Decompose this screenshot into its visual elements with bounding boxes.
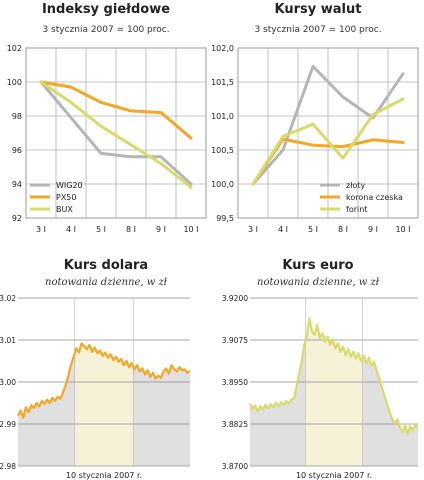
y-tick-label: 102,0 [212, 44, 234, 53]
chart-title: Kurs euro [282, 258, 354, 273]
y-tick-label: 3.8950 [222, 378, 248, 387]
series-line [251, 97, 405, 186]
legend-label: korona czeska [346, 193, 403, 202]
x-tick-label: 10 I [183, 225, 198, 234]
euro-chart: 3.8700 3.8825 3.8950 3.9075 3.9200 10 styczni… [222, 294, 419, 480]
y-tick-label: 98 [12, 112, 22, 121]
y-tick-label: 94 [12, 180, 22, 189]
y-tick-label: 3.02 [0, 294, 16, 303]
y-tick-label: 101,0 [212, 112, 234, 121]
legend-label: forint [346, 205, 367, 214]
y-tick-label: 3.00 [0, 378, 16, 387]
y-tick-label: 3.01 [0, 336, 16, 345]
x-tick-label: 9 I [156, 225, 166, 234]
y-tick-label: 2.99 [0, 420, 16, 429]
y-tick-label: 2.98 [0, 462, 16, 471]
series-line [39, 80, 193, 140]
x-tick-label: 3 I [36, 225, 46, 234]
chart-title: Kursy walut [274, 2, 362, 17]
chart-title: Kurs dolara [63, 258, 149, 273]
x-tick-label: 10 I [395, 225, 410, 234]
dollar-chart: 2.98 2.99 3.00 3.01 3.02 10 stycznia 2007 r. [0, 294, 191, 480]
legend-label: złoty [346, 181, 366, 190]
y-tick-label: 102 [7, 44, 22, 53]
x-tick-label: 9 I [368, 225, 378, 234]
chart-subtitle: 3 stycznia 2007 = 100 proc. [42, 25, 170, 35]
y-tick-label: 3.9200 [222, 294, 248, 303]
x-tick-label: 5 I [308, 225, 318, 234]
y-tick-label: 100,0 [212, 180, 234, 189]
x-axis-label: 10 stycznia 2007 r. [66, 471, 142, 480]
x-tick-label: 8 I [338, 225, 348, 234]
indices-chart: 92 94 96 98 100 102 3 I 4 I 5 I 8 I 9 I 10 I WIG20 PX… [7, 44, 207, 234]
chart-panel-indices: Indeksy giełdowe 3 stycznia 2007 = 100 p… [0, 0, 212, 240]
series-line [39, 80, 193, 189]
y-tick-label: 99,5 [216, 214, 234, 223]
chart-panel-euro: Kurs euro notowania dzienne, w zł 3.8700… [212, 248, 424, 480]
x-tick-label: 5 I [96, 225, 106, 234]
x-tick-label: 8 I [126, 225, 136, 234]
chart-subtitle: notowania dzienne, w zł [257, 277, 379, 288]
y-tick-label: 3.8700 [222, 462, 248, 471]
chart-subtitle: notowania dzienne, w zł [45, 277, 167, 288]
currencies-chart: 99,5 100,0 100,5 101,0 101,5 102,0 3 I 4 I 5 I 8 … [212, 44, 419, 234]
x-tick-label: 4 I [66, 225, 76, 234]
chart-panel-dollar: Kurs dolara notowania dzienne, w zł 2.98… [0, 248, 212, 480]
y-tick-label: 96 [12, 146, 22, 155]
x-tick-label: 4 I [278, 225, 288, 234]
y-tick-label: 101,5 [212, 78, 234, 87]
legend-label: WIG20 [56, 181, 83, 190]
legend-label: BUX [56, 205, 73, 214]
chart-panel-currencies: Kursy walut 3 stycznia 2007 = 100 proc. … [212, 0, 424, 240]
price-line [249, 317, 419, 436]
y-tick-label: 100 [7, 78, 22, 87]
chart-title: Indeksy giełdowe [41, 2, 171, 17]
x-axis-label: 10 stycznia 2007 r. [296, 471, 372, 480]
legend-label: PX50 [56, 193, 76, 202]
y-tick-label: 3.9075 [222, 336, 248, 345]
series-line [39, 80, 193, 186]
y-tick-label: 92 [12, 214, 22, 223]
price-line [17, 342, 191, 419]
chart-subtitle: 3 stycznia 2007 = 100 proc. [254, 25, 382, 35]
x-tick-label: 3 I [248, 225, 258, 234]
y-tick-label: 3.8825 [222, 420, 248, 429]
y-tick-label: 100,5 [212, 146, 234, 155]
